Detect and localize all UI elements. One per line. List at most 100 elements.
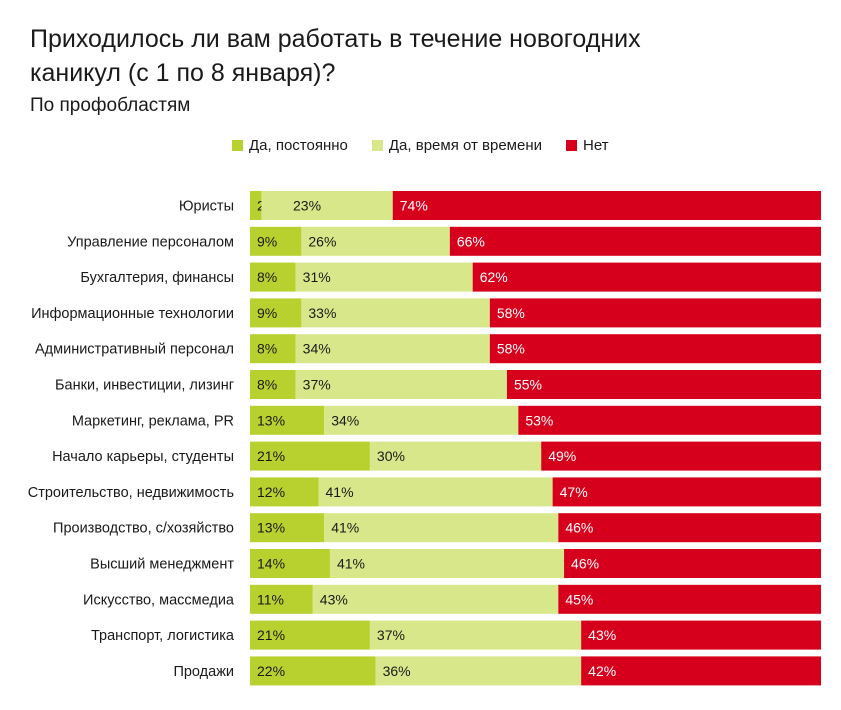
data-label-constantly: 21% [257, 627, 285, 643]
data-label-sometimes: 30% [377, 448, 405, 464]
bar-row: Управление персоналом 9% 26% 66% [67, 226, 821, 256]
legend-item-constantly: Да, постоянно [232, 137, 348, 154]
bar-segment-no [558, 584, 821, 614]
category-label: Начало карьеры, студенты [52, 449, 234, 465]
bar-row: Банки, инвестиции, лизинг 8% 37% 55% [55, 370, 821, 399]
data-label-sometimes: 41% [337, 556, 365, 572]
bar-segment-no [518, 405, 821, 435]
category-label: Искусство, массмедиа [83, 592, 235, 608]
data-label-constantly: 8% [257, 341, 277, 357]
data-label-constantly: 9% [257, 233, 277, 249]
legend-label-constantly: Да, постоянно [249, 137, 348, 154]
data-label-no: 53% [525, 412, 553, 428]
category-label: Информационные технологии [31, 306, 234, 322]
bar-segment-sometimes [369, 620, 582, 650]
data-label-constantly: 11% [257, 591, 284, 607]
bar-segment-constantly [250, 226, 302, 256]
bar-segment-no [472, 262, 821, 292]
data-label-sometimes: 31% [303, 269, 331, 285]
data-label-no: 45% [565, 591, 593, 607]
bar-segment-sometimes [295, 262, 473, 292]
bar-segment-constantly [250, 191, 262, 220]
bar-row: Высший менеджмент 14% 41% 46% [90, 549, 821, 578]
bar-segment-constantly [250, 620, 370, 650]
data-label-no: 46% [565, 520, 593, 536]
data-label-sometimes: 41% [326, 484, 354, 500]
bar-segment-constantly [250, 405, 325, 435]
bar-segment-constantly [250, 441, 370, 471]
bar-segment-sometimes [261, 191, 393, 220]
bar-segment-sometimes [301, 298, 490, 328]
data-label-no: 42% [588, 663, 616, 679]
bar-segment-constantly [250, 262, 296, 292]
data-label-no: 58% [497, 305, 525, 321]
data-label-constantly: 13% [257, 412, 285, 428]
category-label: Административный персонал [35, 342, 234, 358]
chart-subtitle: По профобластям [30, 95, 191, 116]
bar-row: Административный персонал 8% 34% 58% [35, 334, 821, 364]
data-label-no: 58% [497, 341, 525, 357]
category-label: Строительство, недвижимость [28, 485, 234, 501]
legend-swatch-constantly [232, 140, 243, 151]
bar-row: Бухгалтерия, финансы 8% 31% 62% [80, 262, 821, 292]
data-label-no: 74% [400, 198, 428, 214]
bar-segment-sometimes [301, 226, 450, 256]
data-label-sometimes: 41% [331, 520, 359, 536]
data-label-sometimes: 34% [303, 341, 331, 357]
category-label: Продажи [173, 664, 234, 680]
bar-row: Продажи 22% 36% 42% [173, 656, 821, 686]
bar-segment-no [392, 191, 821, 220]
bar-segment-constantly [250, 370, 296, 399]
category-label: Транспорт, логистика [91, 628, 235, 644]
bar-segment-constantly [250, 334, 296, 364]
bar-segment-no [558, 513, 821, 543]
bar-segment-constantly [250, 513, 325, 543]
bar-segment-sometimes [295, 370, 507, 399]
legend-item-sometimes: Да, время от времени [371, 137, 542, 154]
data-label-constantly: 14% [257, 556, 285, 572]
legend: Да, постоянно Да, время от времени Нет [232, 137, 633, 154]
category-label: Управление персоналом [67, 234, 234, 250]
bar-row: Строительство, недвижимость 12% 41% 47% [28, 477, 821, 507]
data-label-sometimes: 43% [320, 591, 348, 607]
data-label-no: 55% [514, 377, 542, 393]
legend-label-no: Нет [583, 137, 609, 154]
bar-row: Маркетинг, реклама, PR 13% 34% 53% [72, 405, 821, 435]
bar-segment-no [489, 334, 821, 364]
legend-item-no: Нет [566, 137, 609, 154]
data-label-no: 62% [480, 269, 508, 285]
data-label-sometimes: 37% [303, 377, 331, 393]
bar-segment-constantly [250, 656, 376, 686]
data-label-no: 47% [560, 484, 588, 500]
data-label-constantly: 13% [257, 520, 285, 536]
bar-segment-no [552, 477, 821, 507]
bar-segment-constantly [250, 298, 302, 328]
data-label-constantly: 22% [257, 663, 285, 679]
bar-segment-no [506, 370, 821, 399]
category-label: Производство, с/хозяйство [53, 521, 234, 537]
bar-segment-sometimes [324, 405, 519, 435]
data-label-sometimes: 33% [308, 305, 336, 321]
bar-row: Производство, с/хозяйство 13% 41% 46% [53, 513, 821, 543]
category-label: Бухгалтерия, финансы [80, 270, 234, 286]
bar-segment-no [581, 620, 821, 650]
category-label: Высший менеджмент [90, 557, 234, 573]
bar-segment-no [541, 441, 821, 471]
data-label-sometimes: 26% [308, 233, 336, 249]
legend-swatch-no [566, 140, 578, 151]
bar-segment-no [564, 549, 821, 578]
chart-title: Приходилось ли вам работать в течение но… [30, 25, 641, 87]
data-label-sometimes: 36% [383, 663, 411, 679]
category-label: Юристы [179, 199, 234, 215]
bar-segment-constantly [250, 584, 313, 614]
data-label-sometimes: 34% [331, 412, 359, 428]
bar-segment-constantly [250, 549, 330, 578]
data-label-sometimes: 23% [293, 198, 321, 214]
bar-row: Информационные технологии 9% 33% 58% [31, 298, 821, 328]
bar-segment-no [581, 656, 821, 686]
bar-segment-constantly [250, 477, 319, 507]
data-label-no: 49% [548, 448, 576, 464]
legend-swatch-sometimes [371, 140, 383, 151]
